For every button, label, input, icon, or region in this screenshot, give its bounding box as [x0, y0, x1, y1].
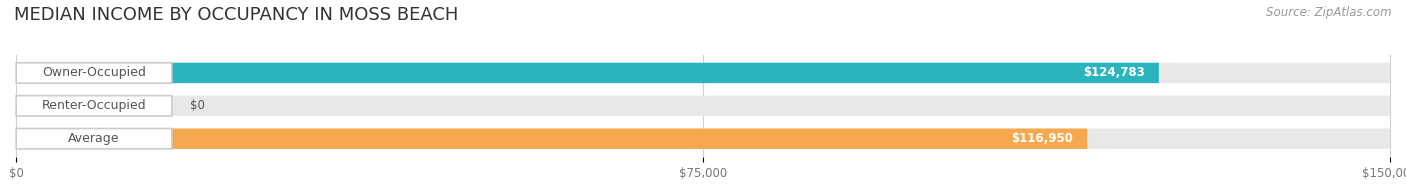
FancyBboxPatch shape	[17, 129, 1389, 149]
Text: $0: $0	[190, 99, 205, 112]
FancyBboxPatch shape	[17, 96, 172, 116]
Text: MEDIAN INCOME BY OCCUPANCY IN MOSS BEACH: MEDIAN INCOME BY OCCUPANCY IN MOSS BEACH	[14, 6, 458, 24]
FancyBboxPatch shape	[17, 129, 1087, 149]
FancyBboxPatch shape	[17, 63, 1159, 83]
Text: Renter-Occupied: Renter-Occupied	[42, 99, 146, 112]
Text: Average: Average	[69, 132, 120, 145]
FancyBboxPatch shape	[17, 129, 172, 149]
FancyBboxPatch shape	[17, 63, 172, 83]
FancyBboxPatch shape	[17, 63, 1389, 83]
Text: Source: ZipAtlas.com: Source: ZipAtlas.com	[1267, 6, 1392, 19]
FancyBboxPatch shape	[17, 96, 1389, 116]
Text: Owner-Occupied: Owner-Occupied	[42, 66, 146, 79]
Text: $124,783: $124,783	[1084, 66, 1144, 79]
Text: $116,950: $116,950	[1011, 132, 1073, 145]
